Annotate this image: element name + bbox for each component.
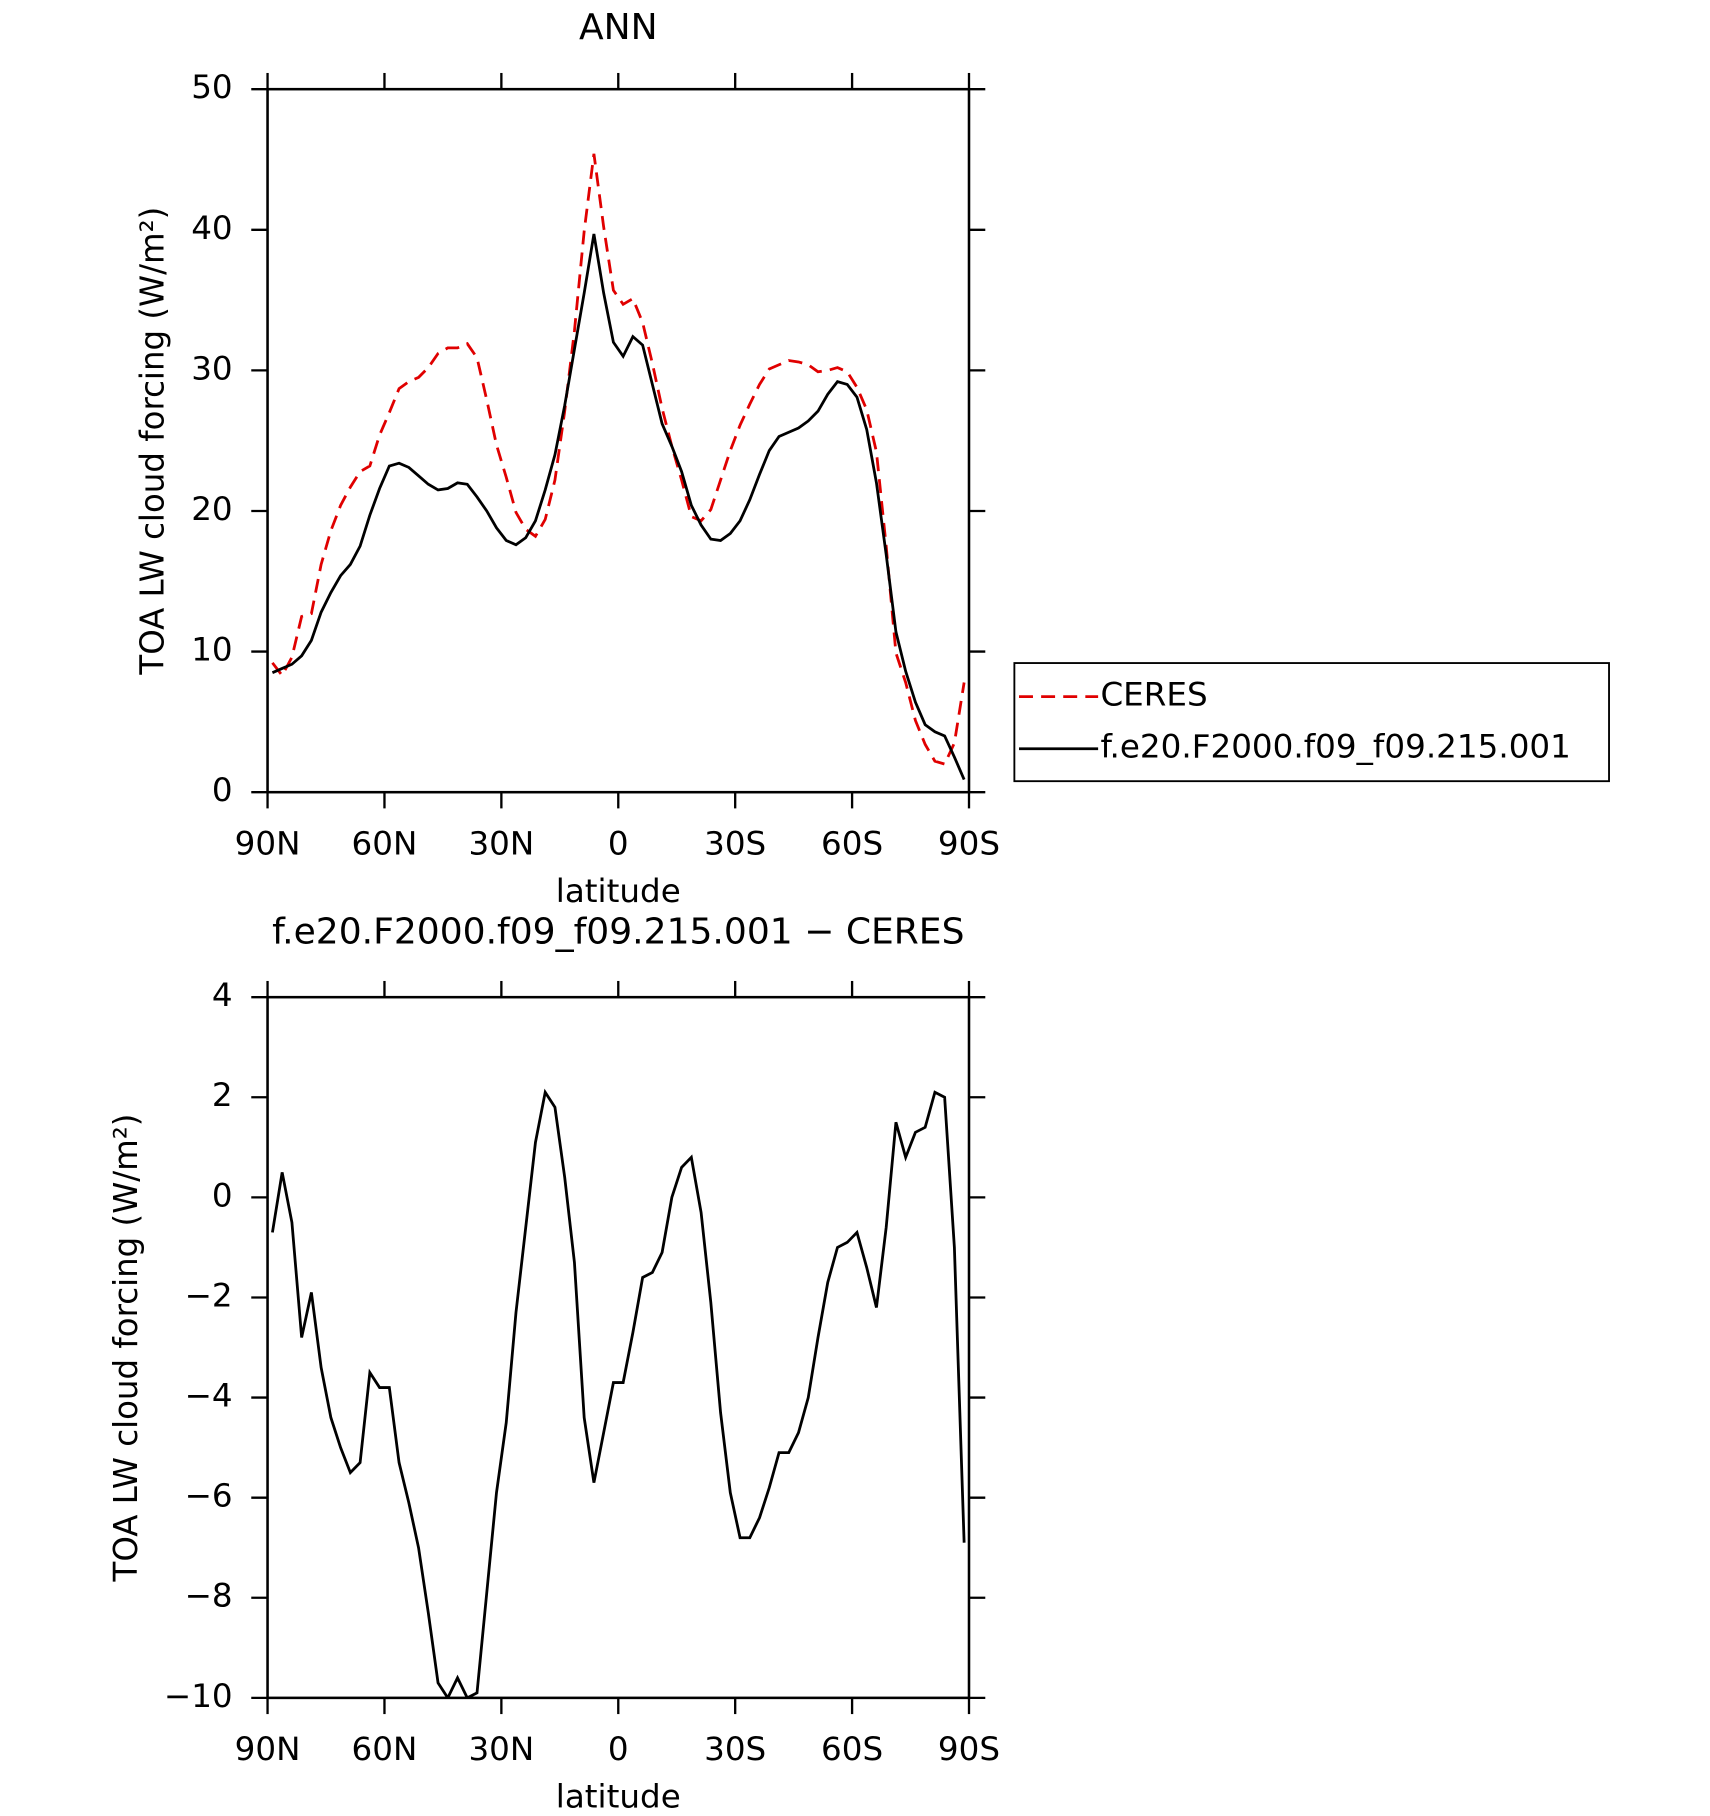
y-tick-label: 0	[212, 771, 233, 809]
x-tick-label: 60N	[352, 1730, 418, 1768]
legend-label: CERES	[1100, 676, 1207, 714]
y-axis-label: TOA LW cloud forcing (W/m²)	[134, 207, 172, 676]
y-tick-label: 50	[191, 68, 232, 106]
y-tick-label: 40	[191, 209, 232, 247]
y-tick-label: 2	[212, 1076, 233, 1114]
chart-title: ANN	[579, 7, 658, 48]
y-axis-label: TOA LW cloud forcing (W/m²)	[107, 1114, 145, 1583]
y-tick-label: 0	[212, 1176, 233, 1214]
x-tick-label: 90S	[938, 1730, 1000, 1768]
x-tick-label: 90N	[235, 825, 301, 863]
y-tick-label: 4	[212, 976, 233, 1014]
x-tick-label: 0	[608, 825, 629, 863]
y-tick-label: −10	[164, 1677, 233, 1715]
plot-frame	[266, 87, 971, 794]
x-tick-label: 90S	[938, 825, 1000, 863]
x-tick-label: 60N	[352, 825, 418, 863]
data-line	[271, 153, 966, 766]
x-tick-label: 60S	[821, 825, 883, 863]
x-tick-label: 30S	[704, 1730, 766, 1768]
y-tick-label: 30	[191, 349, 232, 387]
x-axis-label: latitude	[556, 1778, 681, 1816]
y-tick-label: −2	[185, 1277, 233, 1315]
y-tick-label: −8	[185, 1577, 233, 1615]
x-tick-label: 30N	[468, 1730, 534, 1768]
x-axis-label: latitude	[556, 872, 681, 910]
x-tick-label: 30N	[468, 825, 534, 863]
y-tick-label: 20	[191, 490, 232, 528]
data-line	[271, 233, 966, 781]
chart-title: f.e20.F2000.f09_f09.215.001 − CERES	[272, 912, 964, 953]
x-tick-label: 90N	[235, 1730, 301, 1768]
x-tick-label: 0	[608, 1730, 629, 1768]
data-line	[271, 1088, 966, 1698]
y-tick-label: −4	[185, 1377, 233, 1415]
legend-box	[1013, 662, 1610, 783]
y-tick-label: −6	[185, 1477, 233, 1515]
y-tick-label: 10	[191, 631, 232, 669]
x-tick-label: 30S	[704, 825, 766, 863]
plot-frame	[266, 995, 971, 1700]
legend-label: f.e20.F2000.f09_f09.215.001	[1100, 728, 1570, 766]
x-tick-label: 60S	[821, 1730, 883, 1768]
